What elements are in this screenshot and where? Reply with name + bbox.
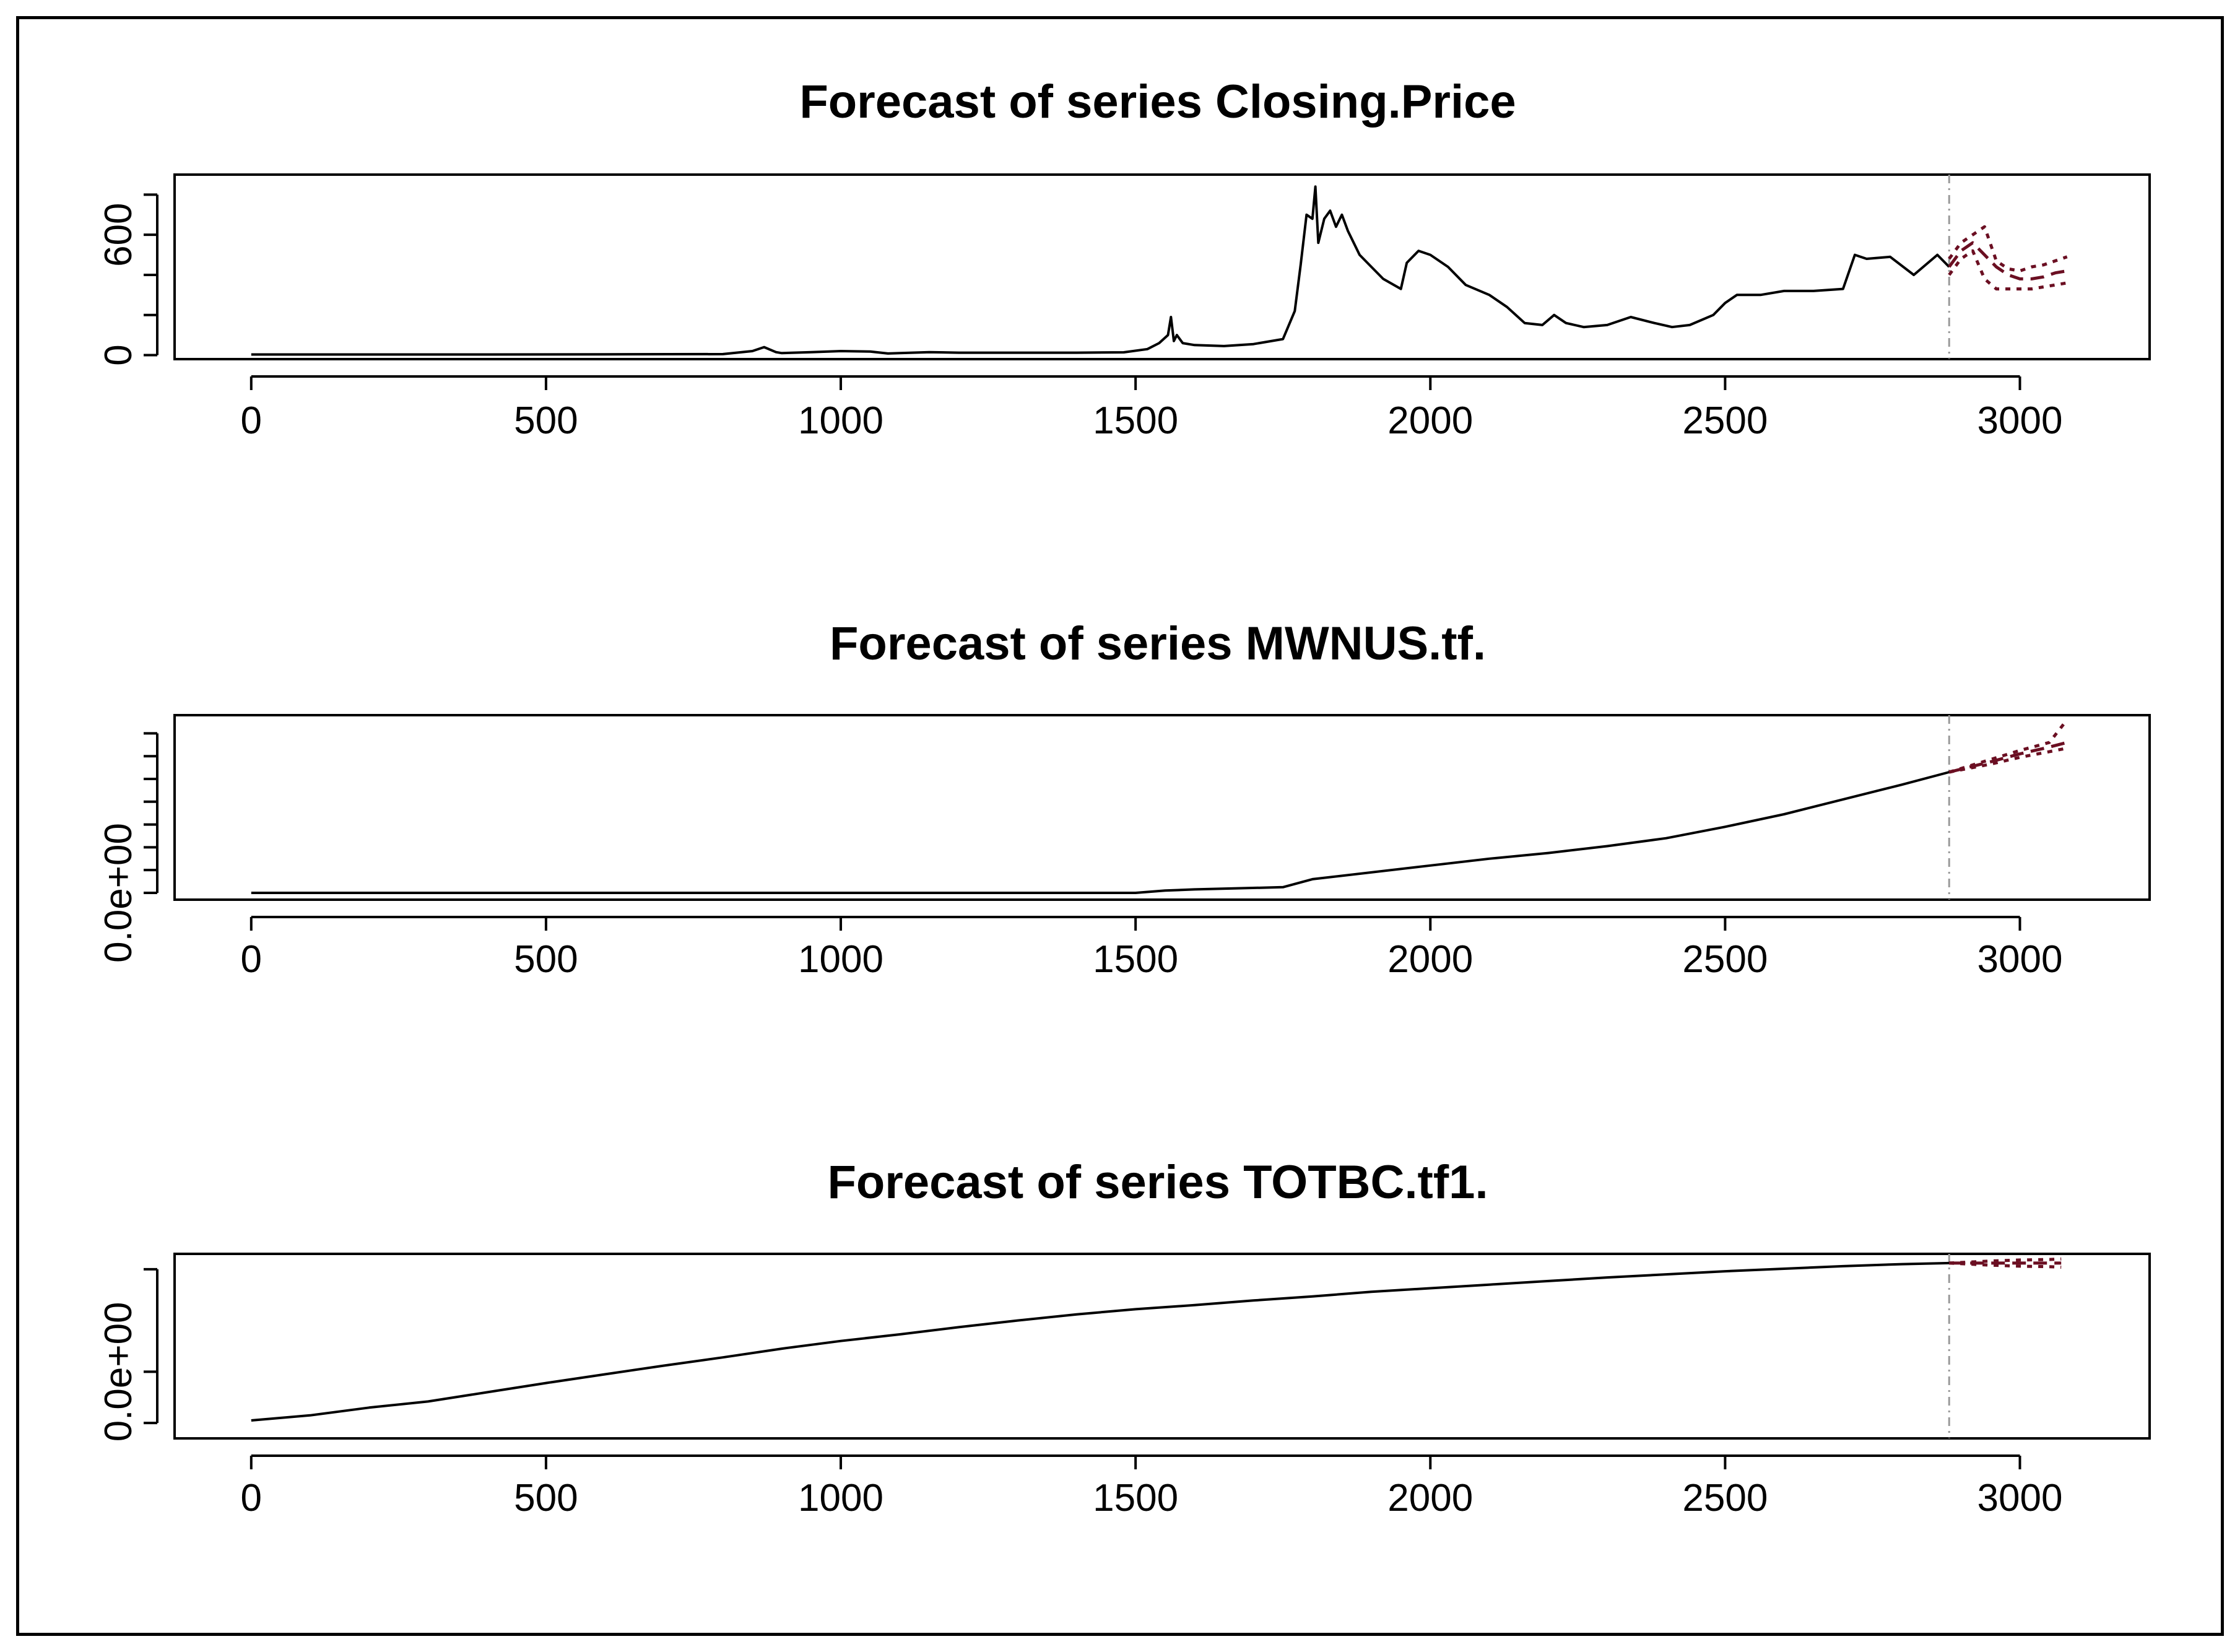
chart-title-totbc: Forecast of series TOTBC.tf1. xyxy=(827,1156,1488,1209)
x-tick-label: 2500 xyxy=(1682,938,1768,981)
y-tick-label: 0.0e+00 xyxy=(97,823,140,963)
x-tick-label: 2500 xyxy=(1682,399,1768,442)
panel-totbc: Forecast of series TOTBC.tf1. xyxy=(827,1156,1488,1209)
series-interval-upper xyxy=(1948,718,2069,774)
series-forecast xyxy=(1948,241,2068,280)
x-tick-label: 500 xyxy=(514,938,578,981)
x-tick-label: 0 xyxy=(241,399,262,442)
plot-box xyxy=(173,1253,2151,1440)
x-tick-label: 500 xyxy=(514,1477,578,1519)
y-tick-label: 0 xyxy=(97,344,140,365)
series-interval-upper xyxy=(1948,225,2068,272)
x-tick-label: 1000 xyxy=(798,938,883,981)
y-tick-label: 0.0e+00 xyxy=(97,1302,140,1441)
x-tick-label: 0 xyxy=(241,1477,262,1519)
x-tick-label: 1000 xyxy=(798,1477,883,1519)
series-interval-lower xyxy=(1948,249,2068,291)
y-tick-label: 600 xyxy=(97,202,140,266)
series-interval-upper xyxy=(1949,1257,2062,1265)
x-tick-label: 2500 xyxy=(1682,1477,1768,1519)
series-observed xyxy=(251,185,1950,356)
plot-area-mwnus: 0 500 1000 1500 2000 2500 3000 0.0e+00 xyxy=(97,714,2151,981)
series-observed xyxy=(251,1261,1950,1422)
plot-box xyxy=(173,714,2151,901)
figure-frame xyxy=(16,16,2224,1636)
x-tick-label: 2000 xyxy=(1387,1477,1473,1519)
x-tick-label: 500 xyxy=(514,399,578,442)
x-tick-label: 0 xyxy=(241,938,262,981)
series-interval-lower xyxy=(1949,1261,2062,1269)
x-tick-label: 1500 xyxy=(1093,938,1178,981)
plot-box xyxy=(173,173,2151,360)
series-interval-lower xyxy=(1948,746,2068,774)
series-forecast xyxy=(1948,741,2068,774)
x-tick-label: 1000 xyxy=(798,399,883,442)
panel-closing-price: Forecast of series Closing.Price xyxy=(799,76,1516,128)
x-tick-label: 1500 xyxy=(1093,399,1178,442)
chart-title-closing-price: Forecast of series Closing.Price xyxy=(799,76,1516,128)
x-tick-label: 2000 xyxy=(1387,938,1473,981)
plot-area-closing-price: 0 500 1000 1500 2000 2500 3000 0 600 xyxy=(97,173,2151,442)
x-tick-label: 3000 xyxy=(1977,1477,2063,1519)
chart-title-mwnus: Forecast of series MWNUS.tf. xyxy=(830,617,1486,670)
x-tick-label: 3000 xyxy=(1977,399,2063,442)
x-tick-label: 3000 xyxy=(1977,938,2063,981)
panel-mwnus: Forecast of series MWNUS.tf. xyxy=(830,617,1486,670)
series-observed xyxy=(251,771,1950,894)
plot-area-totbc: 0 500 1000 1500 2000 2500 3000 0.0e+00 xyxy=(97,1253,2151,1519)
x-tick-label: 2000 xyxy=(1387,399,1473,442)
x-tick-label: 1500 xyxy=(1093,1477,1178,1519)
